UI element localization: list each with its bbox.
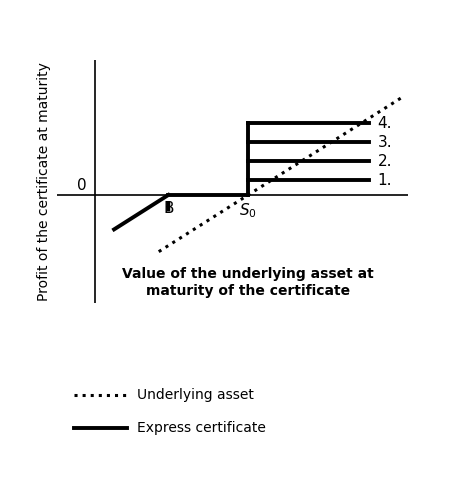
Text: 1.: 1. (377, 172, 392, 188)
Text: Value of the underlying asset at
maturity of the certificate: Value of the underlying asset at maturit… (122, 268, 374, 298)
Y-axis label: Profit of the certificate at maturity: Profit of the certificate at maturity (37, 62, 51, 301)
Text: $S_0$: $S_0$ (239, 201, 257, 220)
Text: 0: 0 (77, 178, 87, 193)
Text: 2.: 2. (377, 154, 392, 168)
Text: Express certificate: Express certificate (137, 421, 266, 435)
Text: 3.: 3. (377, 135, 392, 150)
Text: Underlying asset: Underlying asset (137, 388, 254, 402)
Text: B: B (163, 201, 173, 216)
Text: 4.: 4. (377, 116, 392, 131)
